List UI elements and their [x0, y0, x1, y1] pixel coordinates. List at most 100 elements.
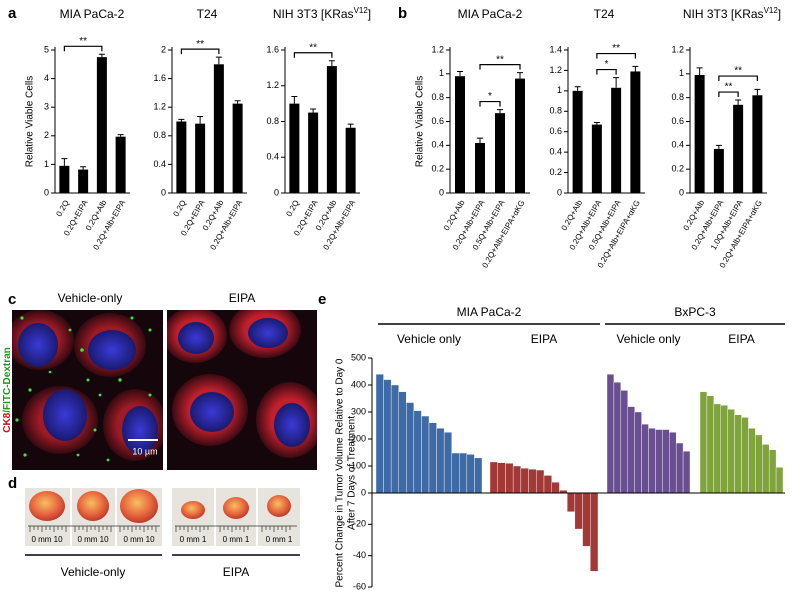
- bar: [515, 78, 525, 193]
- bar: [734, 414, 742, 494]
- y-tick-label: 500: [351, 352, 366, 362]
- y-tick-label: 0: [361, 487, 366, 497]
- ruler-label: 0 mm 1: [180, 535, 207, 544]
- bar: [455, 76, 465, 193]
- bar: [459, 452, 468, 494]
- significance-bracket: [293, 52, 333, 58]
- y-tick-label: 1.2: [549, 65, 562, 75]
- bar: [520, 467, 529, 494]
- bar: [115, 136, 126, 193]
- y-tick-label: 0: [557, 187, 562, 197]
- ruler-label: 0 mm 10: [77, 535, 109, 544]
- scale-bar-label: 10 µm: [132, 446, 157, 456]
- y-tick-label: 4: [44, 73, 49, 83]
- bar: [768, 449, 777, 494]
- bar: [755, 434, 763, 494]
- bar: [551, 482, 560, 494]
- bar: [536, 469, 545, 494]
- y-tick-label: 100: [351, 460, 366, 470]
- y-tick-label: 0.2: [671, 164, 684, 174]
- error-bar: [80, 166, 87, 170]
- y-tick-label: 0.4: [266, 152, 279, 162]
- y-tick-label: 0.8: [153, 130, 166, 140]
- bar: [78, 169, 89, 193]
- error-bar: [197, 115, 204, 124]
- y-tick-label: 300: [351, 406, 366, 416]
- bar: [713, 403, 721, 494]
- bar: [641, 423, 649, 494]
- y-tick-label: 1: [557, 85, 562, 95]
- y-tick-label: 1.2: [266, 80, 279, 90]
- bar: [489, 461, 498, 494]
- significance-bracket: [180, 48, 220, 55]
- bar: [591, 124, 602, 193]
- bar: [572, 90, 583, 193]
- significance-bracket: [718, 75, 758, 82]
- bar: [512, 465, 522, 494]
- y-tick-label: 1: [679, 68, 684, 78]
- bar: [648, 428, 656, 494]
- bar: [497, 462, 506, 494]
- bar: [443, 432, 452, 494]
- significance-label: **: [196, 39, 204, 50]
- y-tick-label: 1.6: [266, 44, 279, 54]
- y-tick-label: 5: [44, 44, 49, 54]
- bar: [195, 123, 206, 193]
- error-bar: [310, 108, 317, 113]
- bar: [475, 142, 485, 193]
- bar: [375, 374, 384, 494]
- bar: [96, 57, 107, 194]
- y-tick-label: -20: [353, 519, 366, 529]
- bar: [741, 417, 749, 494]
- bar: [762, 444, 770, 494]
- image-column-label: Vehicle-only: [58, 291, 123, 305]
- significance-label: **: [725, 82, 733, 93]
- bar: [733, 104, 744, 193]
- significance-bracket: [479, 64, 521, 70]
- bar: [308, 112, 319, 193]
- x-tick-label: 0.2Q: [284, 199, 300, 219]
- error-bar: [574, 86, 581, 91]
- bar: [669, 432, 677, 494]
- significance-bracket: [596, 68, 617, 75]
- y-axis-label: Percent Change in Tumor Volume Relative …: [335, 358, 346, 587]
- bar: [582, 492, 591, 547]
- micrograph: [167, 310, 317, 470]
- bar: [326, 66, 337, 193]
- bar: [345, 127, 356, 193]
- chart-title: T24: [197, 7, 218, 21]
- y-tick-label: 0.6: [431, 116, 444, 126]
- bar: [590, 492, 599, 572]
- error-bar: [497, 109, 503, 114]
- error-bar: [347, 123, 354, 128]
- y-tick-label: 0.2: [431, 164, 444, 174]
- error-bar: [328, 60, 335, 67]
- y-tick-label: 0.4: [153, 159, 166, 169]
- bar: [752, 95, 763, 193]
- significance-label: *: [488, 91, 492, 102]
- y-tick-label: 1: [439, 68, 444, 78]
- y-tick-label: 1.2: [431, 44, 444, 54]
- bar: [662, 429, 670, 494]
- y-tick-label: 0: [439, 187, 444, 197]
- bar: [727, 409, 735, 494]
- bar: [406, 402, 415, 494]
- bar: [413, 410, 422, 494]
- x-tick-label: 0.2Q: [171, 199, 187, 219]
- bar: [451, 452, 460, 494]
- error-bar: [735, 99, 742, 105]
- bar: [383, 379, 392, 494]
- ruler-label: 0 mm 1: [266, 535, 293, 544]
- y-tick-label: 0.8: [431, 92, 444, 102]
- significance-label: **: [496, 54, 504, 65]
- bar: [176, 121, 187, 193]
- image-column-label: EIPA: [229, 291, 255, 305]
- error-bar: [457, 70, 463, 77]
- bar: [682, 450, 691, 494]
- legend-label: Vehicle only: [616, 332, 680, 346]
- y-axis-label: Relative Viable Cells: [25, 76, 36, 168]
- group-label: MIA PaCa-2: [457, 305, 522, 319]
- bar: [543, 475, 552, 494]
- bar: [390, 384, 399, 494]
